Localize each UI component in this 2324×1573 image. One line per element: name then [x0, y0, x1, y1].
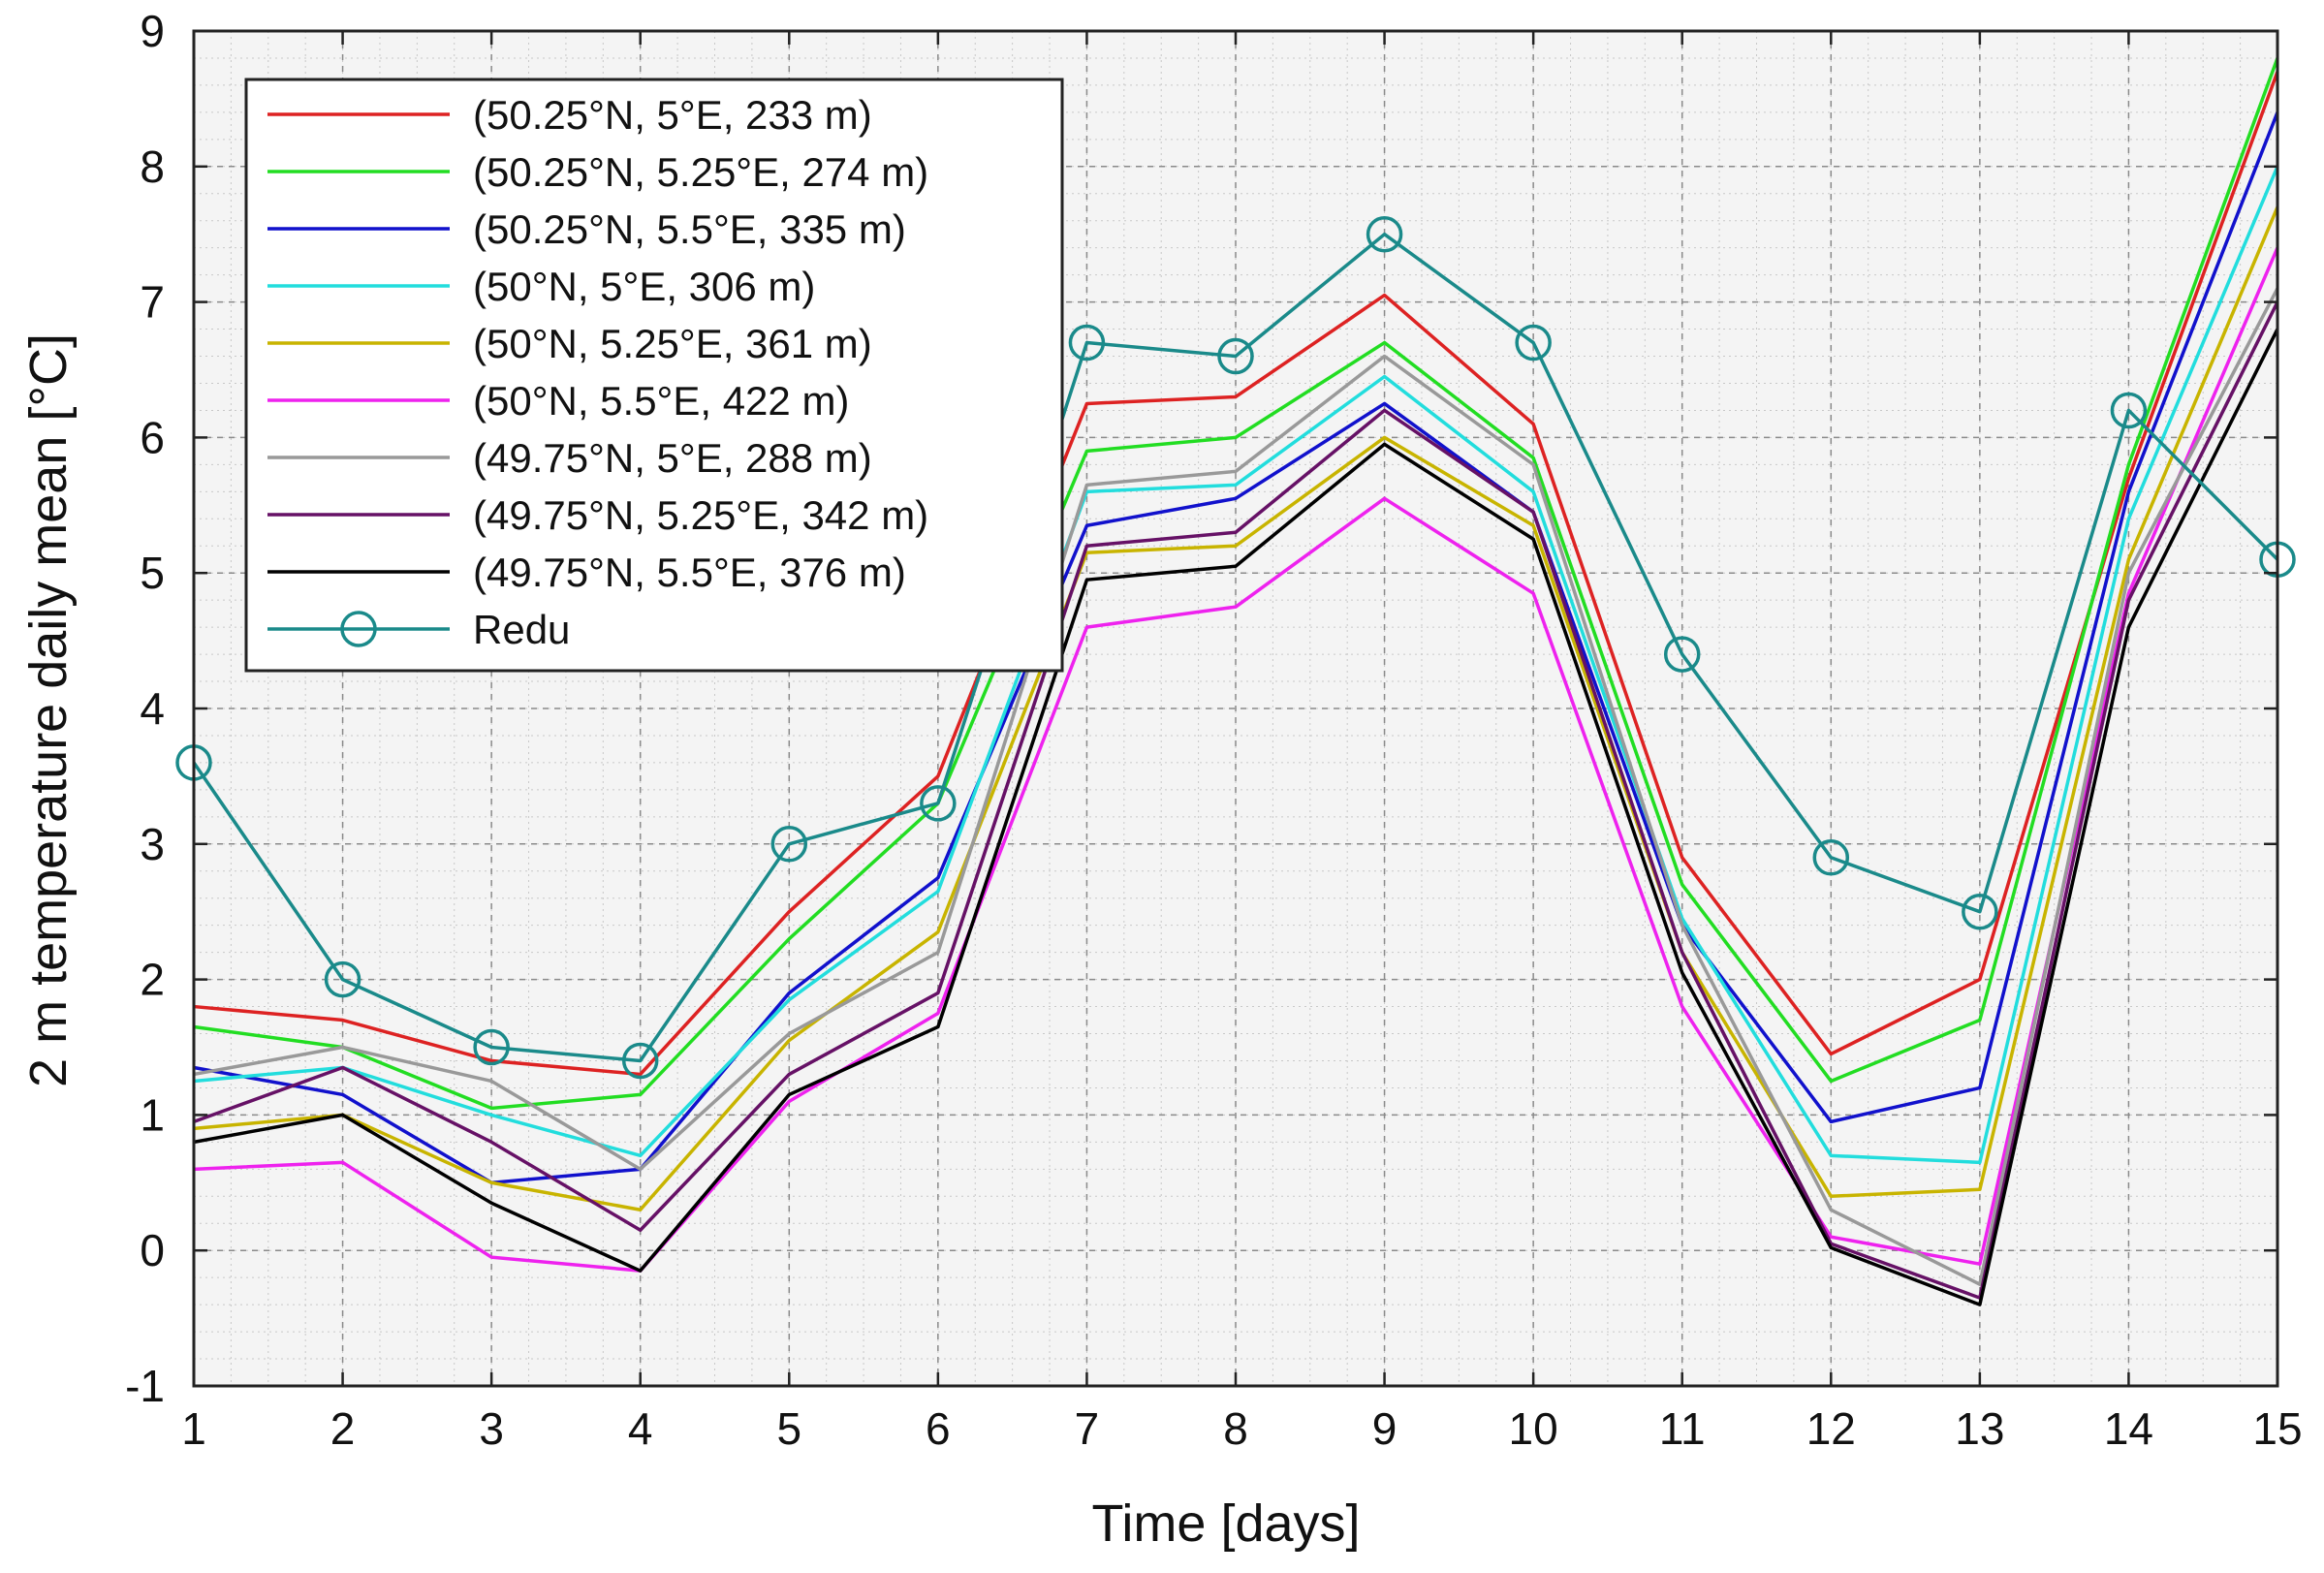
legend: (50.25°N, 5°E, 233 m) (50.25°N, 5.25°E, 2… [244, 78, 1064, 673]
x-tick-label: 11 [1659, 1403, 1706, 1454]
legend-entry: (49.75°N, 5°E, 288 m) [267, 435, 872, 481]
y-tick-label: 6 [140, 412, 165, 462]
legend-label: (50°N, 5°E, 306 m) [473, 264, 815, 309]
y-tick-label: -1 [125, 1361, 165, 1411]
data-point-marker [770, 826, 808, 863]
data-point-marker [621, 1042, 659, 1080]
legend-entry: Redu [267, 607, 570, 652]
data-point-marker [920, 785, 957, 822]
legend-entry: (50.25°N, 5.5°E, 335 m) [267, 206, 906, 252]
y-tick-label: 1 [140, 1089, 165, 1140]
series-line [192, 232, 2279, 1063]
series-line [193, 206, 2279, 1212]
x-tick-label: 10 [1509, 1403, 1558, 1454]
legend-label: Redu [473, 607, 570, 652]
x-tick-label: 14 [2104, 1403, 2153, 1454]
legend-entry: (50°N, 5°E, 306 m) [267, 264, 815, 309]
legend-label: (50.25°N, 5.5°E, 335 m) [473, 206, 906, 252]
series-4 [193, 166, 2279, 1165]
legend-entry: (49.75°N, 5.25°E, 342 m) [267, 492, 928, 538]
y-tick-label: 3 [140, 819, 165, 869]
legend-marker [340, 611, 377, 647]
data-point-marker [1366, 215, 1403, 253]
y-tick-label: 2 [140, 955, 165, 1005]
data-point-marker [473, 1028, 510, 1066]
x-tick-label: 13 [1955, 1403, 2004, 1454]
y-tick-label: 4 [140, 683, 165, 734]
series-2 [193, 57, 2279, 1111]
x-axis-label: Time [days] [1091, 1494, 1360, 1553]
x-tick-label: 2 [330, 1403, 356, 1454]
y-axis-label: 2 m temperature daily mean [°C] [19, 333, 78, 1087]
series-line [193, 71, 2279, 1077]
series-8 [193, 300, 2279, 1300]
series-6 [193, 246, 2279, 1273]
legend-label: (49.75°N, 5.25°E, 342 m) [473, 492, 928, 538]
series-line [193, 328, 2279, 1306]
data-point-marker [2110, 392, 2148, 429]
series-line [193, 166, 2279, 1165]
x-tick-label: 4 [628, 1403, 653, 1454]
x-tick-label: 15 [2252, 1403, 2302, 1454]
data-point-marker [1663, 636, 1701, 673]
data-point-marker [1812, 839, 1850, 876]
grid [193, 30, 2278, 1387]
data-point-marker [1217, 337, 1254, 375]
series-layer [175, 57, 2296, 1306]
x-tick-label: 3 [479, 1403, 504, 1454]
series-10 [175, 215, 2296, 1080]
series-1 [193, 71, 2279, 1077]
legend-entry: (50.25°N, 5°E, 233 m) [267, 92, 872, 138]
y-tick-label: 5 [140, 548, 165, 598]
data-point-marker [1515, 324, 1552, 362]
y-tick-label: 9 [140, 6, 165, 56]
legend-entry: (50.25°N, 5.25°E, 274 m) [267, 149, 928, 195]
legend-entry: (50°N, 5.25°E, 361 m) [267, 321, 872, 366]
x-tick-label: 9 [1372, 1403, 1398, 1454]
legend-entry: (49.75°N, 5.5°E, 376 m) [267, 550, 906, 595]
data-point-marker [1068, 324, 1106, 362]
x-tick-label: 1 [181, 1403, 206, 1454]
series-line [193, 111, 2279, 1185]
series-7 [193, 287, 2279, 1286]
series-line [193, 287, 2279, 1286]
series-5 [193, 206, 2279, 1212]
series-9 [193, 328, 2279, 1306]
x-axis-tick-labels: 1 2 3 4 5 6 7 8 9 10 11 12 13 14 15 [181, 1403, 2302, 1454]
legend-label: (50.25°N, 5.25°E, 274 m) [473, 149, 928, 195]
series-3 [193, 111, 2279, 1185]
y-tick-label: 8 [140, 142, 165, 192]
y-axis-tick-labels: -1 0 1 2 3 4 5 6 7 8 9 [125, 6, 165, 1411]
x-tick-label: 8 [1223, 1403, 1248, 1454]
x-tick-label: 6 [926, 1403, 951, 1454]
legend-label: (50°N, 5.5°E, 422 m) [473, 378, 849, 424]
data-point-marker [324, 960, 361, 998]
legend-label: (50.25°N, 5°E, 233 m) [473, 92, 872, 138]
x-tick-label: 5 [776, 1403, 801, 1454]
series-line [193, 246, 2279, 1273]
legend-label: (49.75°N, 5°E, 288 m) [473, 435, 872, 481]
legend-entry: (50°N, 5.5°E, 422 m) [267, 378, 849, 424]
x-tick-label: 7 [1075, 1403, 1100, 1454]
y-tick-label: 7 [140, 277, 165, 328]
data-point-marker [1962, 893, 1998, 930]
legend-label: (49.75°N, 5.5°E, 376 m) [473, 550, 906, 595]
legend-label: (50°N, 5.25°E, 361 m) [473, 321, 872, 366]
tick-layer [192, 29, 2279, 1388]
series-line [193, 57, 2279, 1111]
series-line [193, 300, 2279, 1300]
x-tick-label: 12 [1806, 1403, 1856, 1454]
y-tick-label: 0 [140, 1225, 165, 1275]
